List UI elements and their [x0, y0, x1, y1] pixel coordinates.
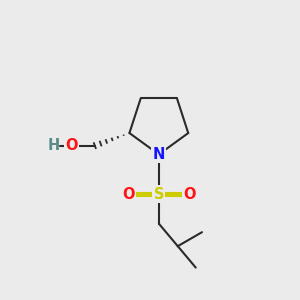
Text: O: O: [183, 187, 195, 202]
Text: O: O: [122, 187, 135, 202]
Text: O: O: [66, 138, 78, 153]
Text: S: S: [154, 187, 164, 202]
Text: H: H: [48, 138, 60, 153]
Text: N: N: [153, 147, 165, 162]
